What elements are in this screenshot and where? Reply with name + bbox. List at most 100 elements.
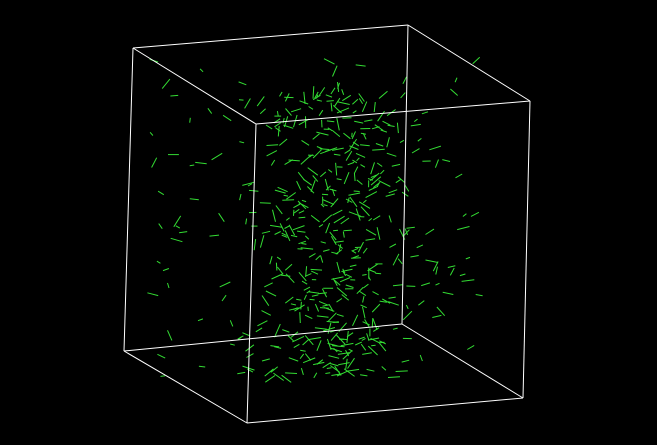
vector-glyph [327,127,333,132]
vector-glyph [311,294,319,297]
vector-glyph [301,139,310,146]
vector-glyph [402,76,407,85]
vector-glyph [454,77,458,83]
vector-glyph [358,93,365,102]
vector-glyph [329,231,337,241]
vector-glyph [331,345,345,348]
vector-glyph [323,58,335,65]
vector-glyph [301,280,308,285]
vector-glyph [306,290,311,294]
vector-glyph [316,340,322,351]
vector-glyph [272,209,276,222]
vector-glyph [305,273,312,277]
vector-glyph [265,375,276,383]
vector-glyph [349,145,359,150]
vector-glyph [285,217,290,221]
vector-glyph [218,212,225,222]
vector-glyph [355,64,366,67]
vector-glyph [343,368,355,377]
vector-glyph [282,329,290,333]
vector-glyph [298,240,307,245]
vector-glyph [399,139,405,144]
vector-glyph [279,91,283,97]
vector-glyph [418,300,425,306]
vector-glyph [336,261,341,273]
vector-glyph [242,332,251,337]
vector-glyph [294,304,305,312]
vector-glyph [320,203,325,208]
vector-glyph [345,349,350,357]
vector-glyph [305,266,308,277]
vector-glyph [290,303,297,306]
vector-glyph [197,318,204,322]
vector-glyph [397,258,403,265]
vector-glyph [279,223,285,232]
vector-glyph [365,238,376,241]
vector-glyph [345,198,353,203]
vector-glyph [221,294,227,302]
vector-glyph [156,260,161,264]
vector-glyph [264,368,274,377]
vector-glyph [337,82,340,89]
vector-glyph [320,149,332,155]
vector-glyph [281,234,288,238]
vector-glyph [270,366,279,373]
vector-glyph [269,256,273,265]
vector-glyph [388,215,392,223]
vector-glyph [360,374,368,377]
vector-glyph [283,194,289,197]
vector-glyph [179,231,188,234]
vector-glyph [297,171,305,181]
vector-glyph [229,320,234,327]
vector-glyph [375,143,384,147]
vector-glyph [147,292,159,297]
vector-glyph [416,244,424,249]
vector-glyph [237,371,246,375]
vector-glyph [342,231,345,238]
vector-glyph [175,225,181,229]
vector-glyph [447,265,456,268]
vector-glyph [158,223,163,229]
vector-glyph [336,117,340,131]
vector-glyph [322,249,330,252]
vector-glyph [367,345,378,356]
vector-glyph [276,111,279,117]
vector-glyph [360,343,367,351]
vector-glyph [419,354,423,362]
vector-glyph [375,272,382,275]
vector-glyph [288,224,296,236]
vector-glyph [318,223,324,228]
vector-glyph [327,342,338,347]
vector-glyph [259,235,265,248]
vector-glyph [318,109,324,116]
box-edge [123,350,248,424]
vector-glyph [352,98,359,105]
vector-glyph [284,263,293,271]
vector-glyph [326,120,335,123]
vector-glyph [207,108,213,114]
vector-glyph [198,365,206,368]
vector-glyph [404,184,410,192]
vector-glyph [287,335,295,342]
vector-glyph [331,276,344,280]
bounding-box [123,24,531,424]
vector-glyph [284,230,291,242]
vector-glyph [327,169,333,173]
vector-glyph [436,306,446,317]
vector-glyph [219,281,231,288]
vector-glyph [300,301,302,310]
box-edge [123,323,403,352]
vector-glyph [435,266,438,275]
vector-glyph [387,376,401,378]
vector-glyph [410,255,419,258]
vector-glyph [370,174,377,179]
vector-glyph [462,213,467,217]
vector-glyph [149,131,154,136]
vector-glyph [283,124,294,129]
vector-glyph [376,182,380,187]
box-edge [407,24,531,102]
vector-glyph [347,197,350,204]
vector-glyph [330,87,336,95]
